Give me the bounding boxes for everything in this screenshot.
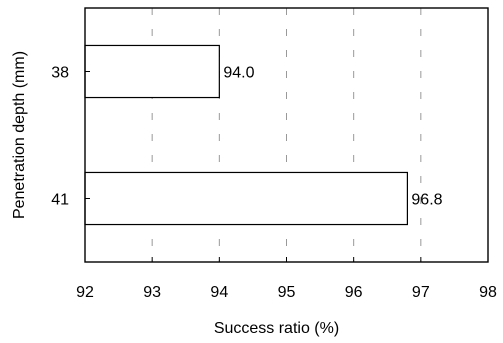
bar-41 xyxy=(84,171,408,226)
data-labels: 94.0 96.8 xyxy=(223,65,442,209)
y-tick-label-41: 41 xyxy=(51,192,69,209)
data-label-41: 96.8 xyxy=(411,192,442,209)
x-tick-label-98: 98 xyxy=(479,284,497,301)
x-axis-ticks: 92 93 94 95 96 97 98 xyxy=(76,257,497,301)
x-tick-label-95: 95 xyxy=(278,284,296,301)
x-tick-label-93: 93 xyxy=(143,284,161,301)
x-tick-label-97: 97 xyxy=(412,284,430,301)
bar-38 xyxy=(84,44,220,99)
x-tick-label-96: 96 xyxy=(345,284,363,301)
x-axis-label: Success ratio (%) xyxy=(214,320,339,337)
x-tick-label-92: 92 xyxy=(76,284,94,301)
y-axis-ticks: 38 41 xyxy=(51,65,90,209)
x-tick-label-94: 94 xyxy=(210,284,228,301)
y-axis-label: Penetration depth (mm) xyxy=(11,51,28,219)
y-tick-label-38: 38 xyxy=(51,65,69,82)
data-label-38: 94.0 xyxy=(223,65,254,82)
